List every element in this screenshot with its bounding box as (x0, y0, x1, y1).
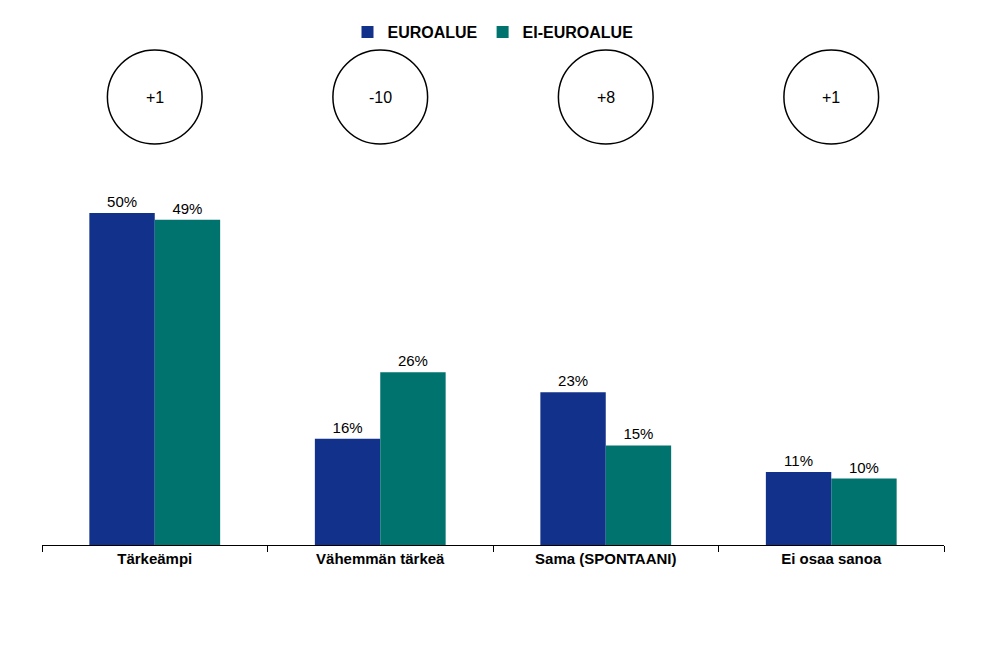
svg-text:EUROALUE: EUROALUE (388, 24, 478, 41)
svg-text:10%: 10% (849, 459, 879, 476)
svg-text:23%: 23% (558, 372, 588, 389)
svg-text:+8: +8 (597, 89, 615, 106)
svg-text:Ei osaa sanoa: Ei osaa sanoa (781, 550, 882, 567)
svg-text:+1: +1 (146, 89, 164, 106)
svg-text:Vähemmän tärkeä: Vähemmän tärkeä (316, 550, 445, 567)
svg-text:Tärkeämpi: Tärkeämpi (117, 550, 192, 567)
svg-text:+1: +1 (822, 89, 840, 106)
svg-text:EI-EUROALUE: EI-EUROALUE (523, 24, 634, 41)
svg-text:Sama (SPONTAANI): Sama (SPONTAANI) (535, 550, 676, 567)
svg-text:26%: 26% (398, 352, 428, 369)
svg-text:49%: 49% (172, 200, 202, 217)
svg-text:16%: 16% (333, 419, 363, 436)
svg-text:50%: 50% (107, 193, 137, 210)
svg-text:15%: 15% (623, 425, 653, 442)
svg-text:11%: 11% (784, 452, 813, 469)
svg-text:-10: -10 (369, 89, 392, 106)
